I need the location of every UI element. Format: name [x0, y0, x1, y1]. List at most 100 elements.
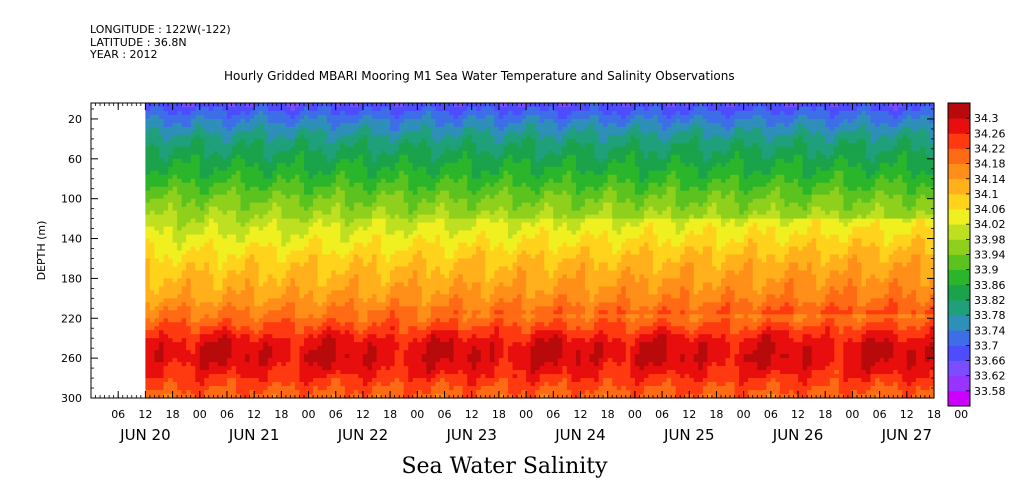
- heatmap-cell: [390, 206, 396, 212]
- heatmap-cell: [145, 162, 151, 168]
- heatmap-cell: [195, 210, 201, 216]
- heatmap-cell: [734, 206, 740, 212]
- heatmap-cell: [784, 178, 790, 184]
- heatmap-cell: [313, 146, 319, 152]
- heatmap-cell: [308, 122, 314, 128]
- heatmap-cell: [902, 190, 908, 196]
- heatmap-cell: [195, 194, 201, 200]
- heatmap-cell: [757, 146, 763, 152]
- heatmap-cell: [770, 190, 776, 196]
- heatmap-cell: [254, 114, 260, 120]
- heatmap-cell: [548, 194, 554, 200]
- heatmap-cell: [752, 134, 758, 140]
- heatmap-cell: [195, 174, 201, 180]
- heatmap-cell: [594, 146, 600, 152]
- heatmap-cell: [639, 194, 645, 200]
- heatmap-cell: [544, 106, 550, 112]
- heatmap-cell: [426, 130, 432, 136]
- heatmap-cell: [847, 142, 854, 148]
- heatmap-cell: [353, 158, 359, 164]
- heatmap-cell: [290, 174, 296, 180]
- heatmap-cell: [825, 174, 831, 180]
- heatmap-cell: [245, 126, 251, 132]
- heatmap-cell: [861, 202, 867, 208]
- heatmap-cell: [866, 162, 872, 168]
- heatmap-cell: [349, 166, 355, 172]
- heatmap-cell: [435, 170, 441, 176]
- heatmap-cell: [924, 134, 931, 140]
- heatmap-cell: [544, 198, 550, 204]
- heatmap-cell: [421, 142, 427, 148]
- heatmap-cell: [648, 142, 654, 148]
- heatmap-cell: [897, 182, 903, 188]
- heatmap-cell: [757, 162, 763, 168]
- heatmap-cell: [263, 162, 269, 168]
- heatmap-cell: [893, 158, 899, 164]
- heatmap-cell: [408, 194, 414, 200]
- heatmap-cell: [680, 110, 686, 116]
- heatmap-cell: [870, 166, 876, 172]
- heatmap-cell: [915, 202, 921, 208]
- heatmap-cell: [403, 206, 409, 212]
- heatmap-cell: [403, 214, 409, 220]
- heatmap-cell: [630, 194, 636, 200]
- heatmap-cell: [648, 182, 654, 188]
- heatmap-cell: [566, 214, 573, 220]
- heatmap-cell: [313, 130, 319, 136]
- heatmap-cell: [471, 122, 477, 128]
- heatmap-cell: [684, 122, 690, 128]
- heatmap-cell: [616, 202, 622, 208]
- heatmap-cell: [711, 146, 718, 152]
- heatmap-cell: [870, 178, 876, 184]
- heatmap-cell: [530, 210, 536, 216]
- heatmap-cell: [190, 138, 196, 144]
- heatmap-cell: [766, 118, 772, 124]
- heatmap-cell: [761, 103, 767, 108]
- heatmap-cell: [204, 178, 210, 184]
- heatmap-cell: [856, 202, 863, 208]
- heatmap-cell: [236, 134, 242, 140]
- heatmap-cell: [417, 198, 423, 204]
- heatmap-cell: [530, 130, 536, 136]
- heatmap-cell: [716, 130, 722, 136]
- heatmap-cell: [226, 206, 233, 212]
- heatmap-cell: [245, 138, 251, 144]
- heatmap-cell: [711, 126, 718, 132]
- heatmap-cell: [607, 182, 613, 188]
- heatmap-cell: [168, 166, 174, 172]
- heatmap-cell: [381, 158, 387, 164]
- heatmap-cell: [494, 210, 500, 216]
- heatmap-cell: [476, 146, 482, 152]
- heatmap-cell: [585, 190, 591, 196]
- heatmap-cell: [734, 130, 740, 136]
- heatmap-cell: [571, 210, 577, 216]
- heatmap-cell: [716, 106, 722, 112]
- heatmap-cell: [915, 130, 921, 136]
- heatmap-cell: [779, 134, 786, 140]
- heatmap-cell: [385, 103, 391, 108]
- heatmap-cell: [825, 103, 831, 108]
- heatmap-cell: [929, 154, 935, 160]
- heatmap-cell: [639, 114, 645, 120]
- heatmap-cell: [358, 214, 364, 220]
- heatmap-cell: [897, 138, 903, 144]
- heatmap-cell: [439, 190, 446, 196]
- heatmap-cell: [902, 150, 908, 156]
- heatmap-cell: [294, 138, 301, 144]
- heatmap-cell: [616, 103, 622, 108]
- heatmap-cell: [603, 154, 609, 160]
- heatmap-cell: [390, 126, 396, 132]
- heatmap-cell: [353, 118, 359, 124]
- heatmap-cell: [643, 162, 650, 168]
- heatmap-cell: [707, 142, 713, 148]
- heatmap-cell: [335, 190, 341, 196]
- heatmap-cell: [915, 162, 921, 168]
- heatmap-cell: [716, 202, 722, 208]
- heatmap-cell: [376, 214, 382, 220]
- heatmap-cell: [711, 106, 718, 112]
- heatmap-cell: [154, 190, 160, 196]
- heatmap-cell: [802, 154, 808, 160]
- heatmap-cell: [924, 110, 931, 116]
- heatmap-cell: [802, 174, 808, 180]
- heatmap-cell: [716, 178, 722, 184]
